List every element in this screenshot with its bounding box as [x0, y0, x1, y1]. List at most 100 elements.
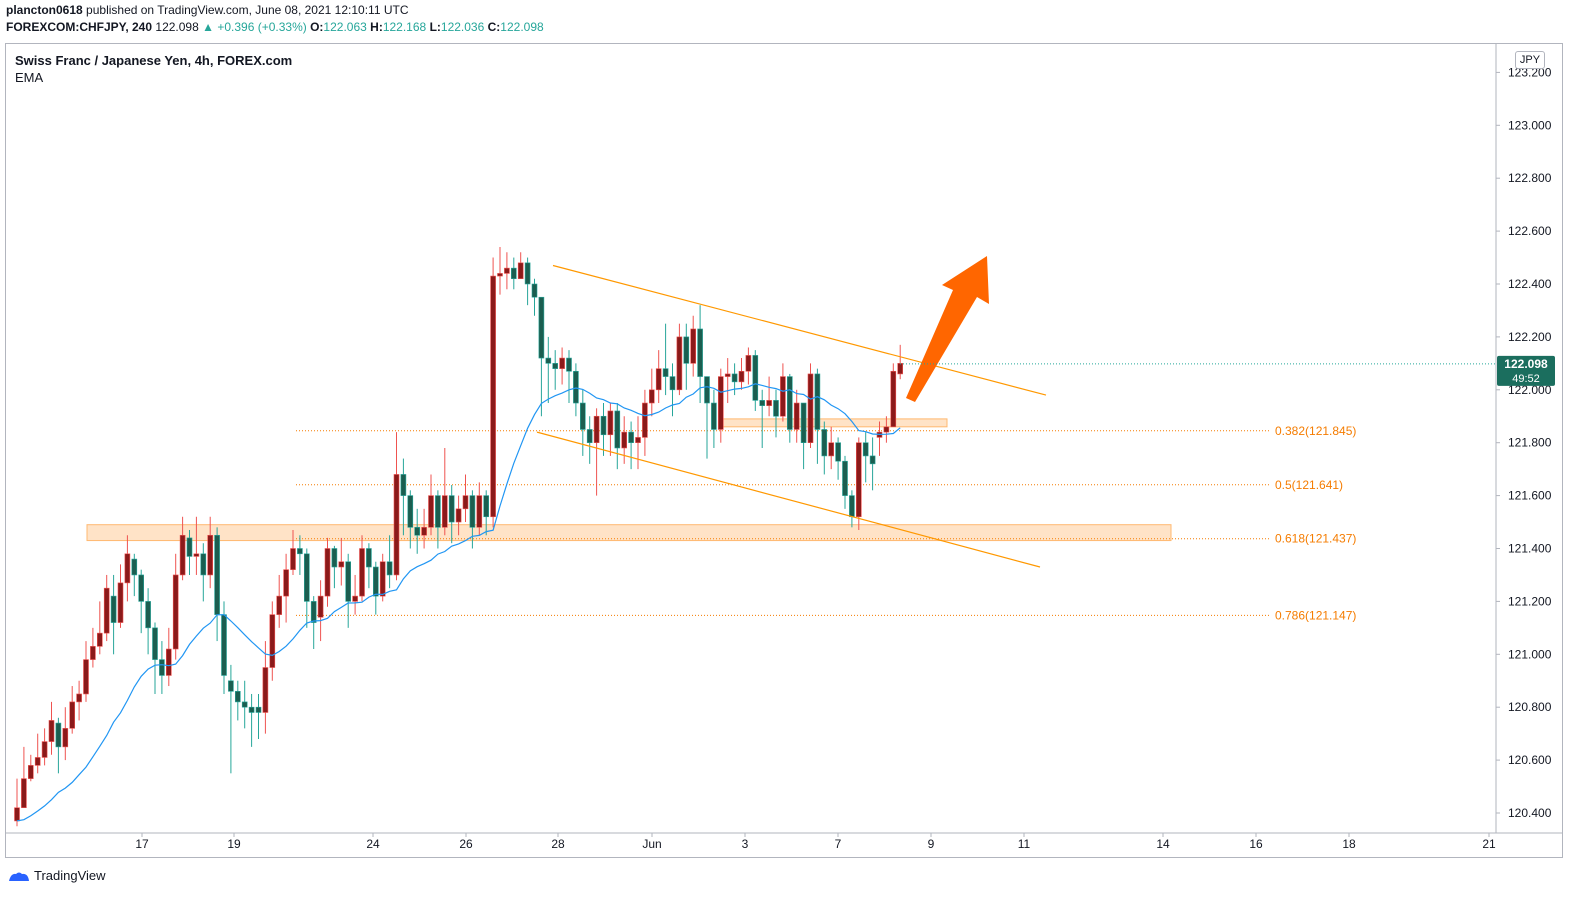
candle-body [545, 357, 552, 364]
x-tick-label: 19 [227, 837, 241, 851]
published-text: published on TradingView.com, June 08, 2… [86, 3, 409, 17]
candle [145, 588, 151, 655]
candle-body [345, 561, 352, 602]
open-label: O: [310, 20, 324, 34]
candle-body [310, 601, 317, 623]
candle-body [552, 363, 559, 369]
candle-body [510, 267, 517, 280]
candle-body [745, 355, 752, 372]
y-tick-label: 122.400 [1508, 277, 1552, 291]
currency-button[interactable]: JPY [1515, 51, 1545, 69]
indicator-label[interactable]: EMA [15, 70, 44, 85]
candle-body [828, 442, 835, 457]
candle [704, 376, 710, 459]
candle [338, 537, 345, 586]
candle-body [366, 548, 372, 568]
candle-body [648, 389, 655, 404]
candle [655, 350, 662, 404]
candle-body [517, 262, 524, 280]
candle [110, 574, 117, 655]
candle [731, 363, 738, 396]
candle [386, 535, 393, 589]
symbol-label: FOREXCOM:CHFJPY, 240 [6, 20, 153, 34]
candle [359, 535, 365, 602]
candle [683, 323, 690, 390]
candle [166, 627, 172, 687]
candle [752, 350, 759, 411]
candle [559, 347, 565, 385]
candle [428, 474, 434, 536]
candle-body [807, 373, 814, 443]
publisher-name[interactable]: plancton0618 [6, 3, 83, 17]
low-value: 122.036 [440, 20, 485, 34]
candle-body [469, 495, 476, 528]
candle-body [448, 495, 455, 523]
candle [200, 543, 207, 602]
candle-body [483, 495, 490, 518]
candle [745, 347, 752, 385]
candle-body [607, 410, 614, 436]
candle-body [131, 558, 138, 576]
candle [324, 537, 331, 607]
candle [497, 246, 503, 295]
x-tick-label: 18 [1342, 837, 1356, 851]
candle-body [835, 442, 841, 462]
ema-layer [16, 383, 901, 822]
candle [455, 495, 462, 536]
candle [717, 368, 724, 443]
candle-body [711, 402, 717, 430]
footer-brand[interactable]: TradingView [8, 868, 106, 883]
y-tick-label: 122.800 [1508, 171, 1552, 185]
fib-layer: 0.382(121.845) 0.5(121.641) 0.618(121.437)… [296, 424, 1356, 622]
y-tick-label: 123.000 [1508, 118, 1552, 132]
fib-label-0: 0.382(121.845) [1275, 424, 1356, 438]
candle-body [759, 400, 766, 406]
candle [303, 548, 310, 628]
candle [83, 641, 89, 702]
candle-body [248, 706, 255, 713]
candle [669, 363, 676, 417]
candle-body [524, 262, 531, 285]
candle-body [379, 561, 386, 597]
candle-body [490, 275, 496, 518]
candle [628, 421, 634, 470]
candle-body [83, 659, 89, 695]
candle-body [821, 429, 828, 457]
candle-body [297, 548, 303, 555]
candle-body [635, 437, 641, 444]
candle [573, 363, 579, 417]
candle-body [435, 495, 441, 528]
candle [517, 252, 524, 280]
candle-body [145, 601, 151, 629]
candle-body [90, 646, 96, 660]
candle-body [497, 273, 503, 277]
candle-body [393, 474, 400, 576]
candle [510, 257, 517, 290]
candle [869, 437, 876, 491]
candle-body [862, 442, 869, 457]
ohlc-line: FOREXCOM:CHFJPY, 240 122.098 ▲ +0.396 (+… [6, 20, 544, 34]
candle [469, 490, 476, 549]
zones-layer [86, 418, 1172, 542]
candle-body [662, 368, 669, 377]
candle-body [372, 566, 379, 597]
candle [441, 447, 448, 536]
candle [862, 432, 869, 483]
price-axis[interactable]: 123.200123.000122.800122.600122.400122.2… [1495, 44, 1552, 833]
candles-layer [14, 246, 904, 827]
candle [828, 426, 835, 470]
candle [55, 717, 62, 774]
candle [255, 693, 262, 739]
candle-body [800, 402, 807, 443]
candle-body [255, 706, 262, 713]
candle-body [752, 355, 759, 401]
candle [152, 622, 158, 694]
candle-body [214, 534, 220, 615]
price-tag-value: 122.098 [1504, 357, 1548, 371]
price-tag-countdown: 49:52 [1512, 373, 1540, 385]
candle [27, 754, 34, 782]
candle-body [476, 495, 483, 528]
candle [379, 553, 386, 602]
time-axis[interactable]: 17 19 24 26 28 Jun 3 7 9 11 14 16 18 21 [6, 832, 1562, 851]
